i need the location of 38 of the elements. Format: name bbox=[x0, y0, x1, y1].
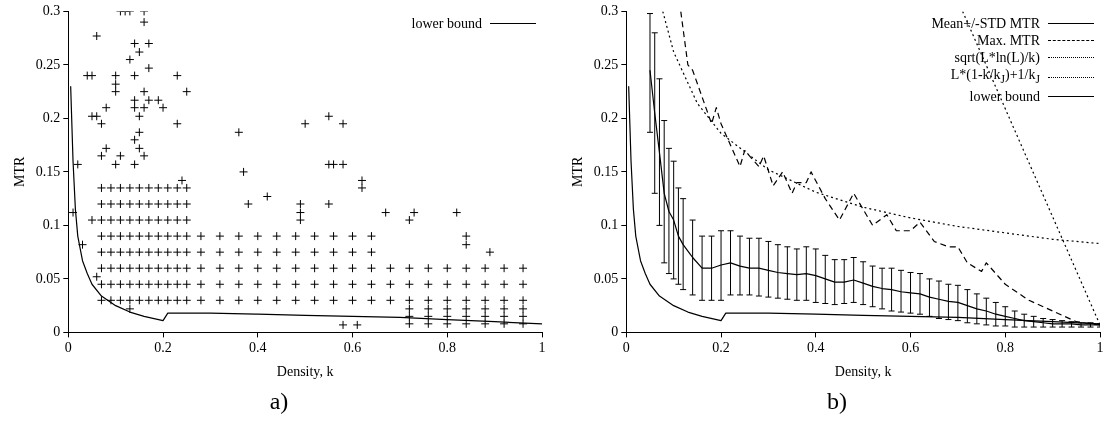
x-tick-label: 0.8 bbox=[438, 340, 457, 356]
y-tick-label: 0.05 bbox=[35, 270, 61, 286]
y-tick-label: 0.15 bbox=[593, 163, 619, 179]
y-tick-label: 0.25 bbox=[593, 56, 619, 72]
y-tick-label: 0 bbox=[611, 324, 619, 340]
x-tick-label: 0 bbox=[64, 340, 72, 356]
y-tick-label: 0 bbox=[53, 324, 61, 340]
y-tick-label: 0.1 bbox=[600, 217, 619, 233]
legend-label: Max. MTR bbox=[977, 32, 1040, 50]
x-tick-label: 0.2 bbox=[712, 340, 730, 356]
y-tick-label: 0.25 bbox=[35, 56, 61, 72]
y-tick-label: 0.3 bbox=[42, 3, 61, 19]
y-tick-label: 0.15 bbox=[35, 163, 61, 179]
y-tick-label: 0.2 bbox=[600, 110, 619, 126]
x-tick-label: 0.2 bbox=[154, 340, 172, 356]
x-tick-label: 1 bbox=[1096, 340, 1104, 356]
x-tick-label: 0.6 bbox=[343, 340, 362, 356]
x-tick-label: 0.4 bbox=[249, 340, 267, 356]
legend-label: L*(1-k/k$_{J}$)+1/k$_{J}$ bbox=[950, 66, 1040, 89]
y-tick-label: 0.3 bbox=[600, 3, 619, 19]
y-tick-label: 0.1 bbox=[42, 217, 61, 233]
legend-label: Mean+/-STD MTR bbox=[931, 15, 1040, 33]
x-axis-title: Density, k bbox=[276, 364, 334, 380]
text: b) bbox=[827, 388, 847, 415]
x-tick-label: 0 bbox=[622, 340, 630, 356]
legend-label: lower bound bbox=[969, 88, 1040, 106]
y-tick-label: 0.05 bbox=[593, 270, 619, 286]
x-tick-label: 0.4 bbox=[807, 340, 825, 356]
x-tick-label: 1 bbox=[538, 340, 546, 356]
y-tick-label: 0.2 bbox=[42, 110, 61, 126]
x-axis-title: Density, k bbox=[834, 364, 892, 380]
legend-label: lower bound bbox=[411, 15, 482, 33]
y-axis-title: MTR bbox=[12, 156, 28, 188]
x-tick-label: 0.8 bbox=[996, 340, 1015, 356]
y-axis-title: MTR bbox=[570, 156, 586, 188]
text: a) bbox=[269, 388, 289, 415]
x-tick-label: 0.6 bbox=[901, 340, 920, 356]
legend-label: sqrt(L*ln(L)/k) bbox=[954, 49, 1040, 67]
